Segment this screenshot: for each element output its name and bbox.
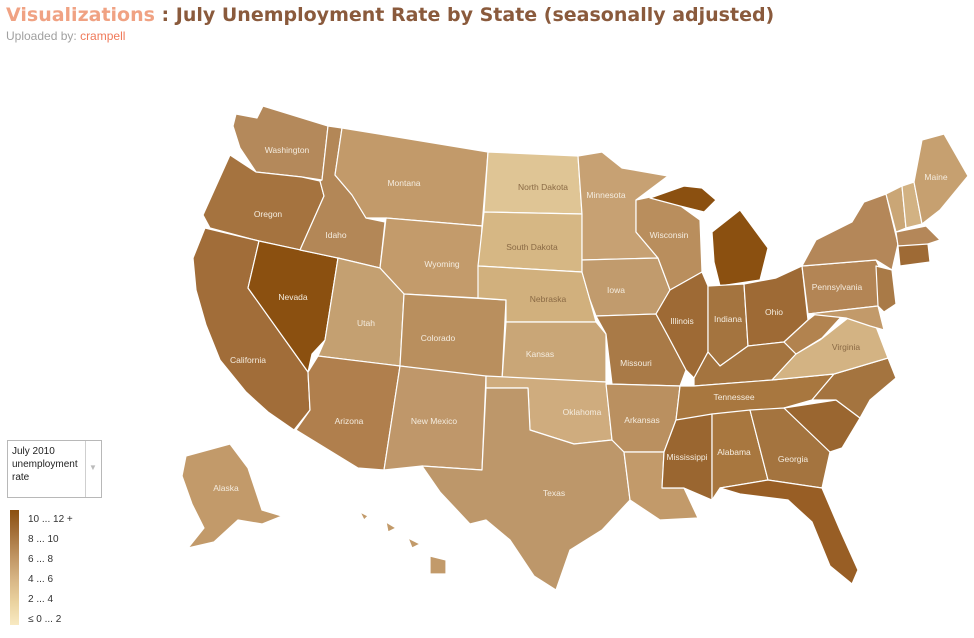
state-iowa[interactable] <box>581 257 671 317</box>
label-south-dakota: South Dakota <box>506 242 558 252</box>
label-illinois: Illinois <box>670 316 694 326</box>
visualizations-link[interactable]: Visualizations <box>6 4 155 26</box>
label-oregon: Oregon <box>254 209 283 219</box>
label-tennessee: Tennessee <box>713 392 754 402</box>
uploaded-by: Uploaded by: crampell <box>6 29 966 43</box>
label-alaska: Alaska <box>213 483 239 493</box>
label-utah: Utah <box>357 318 375 328</box>
state-kansas[interactable] <box>501 321 607 383</box>
label-iowa: Iowa <box>607 285 625 295</box>
label-new-mexico: New Mexico <box>411 416 458 426</box>
title-text: July Unemployment Rate by State (seasona… <box>175 4 775 26</box>
legend-label: 8 ... 10 <box>28 534 59 545</box>
legend-label: 6 ... 8 <box>28 554 54 565</box>
page-header: Visualizations : July Unemployment Rate … <box>6 4 966 43</box>
measure-dropdown[interactable]: July 2010 unemployment rate ▼ <box>7 440 102 498</box>
label-wisconsin: Wisconsin <box>650 230 689 240</box>
legend-label: 2 ... 4 <box>28 594 54 605</box>
state-michigan[interactable] <box>711 209 769 287</box>
state-washington[interactable] <box>232 105 329 181</box>
label-nebraska: Nebraska <box>530 294 567 304</box>
legend-label: 10 ... 12 + <box>28 514 73 525</box>
dropdown-value: July 2010 unemployment rate <box>12 446 78 483</box>
label-alabama: Alabama <box>717 447 751 457</box>
state-south-carolina[interactable] <box>783 399 861 453</box>
state-maine[interactable] <box>913 133 969 225</box>
label-missouri: Missouri <box>620 358 652 368</box>
uploader-link[interactable]: crampell <box>80 29 126 43</box>
state-maryland-delaware[interactable] <box>807 305 885 331</box>
label-texas: Texas <box>543 488 565 498</box>
label-oklahoma: Oklahoma <box>563 407 602 417</box>
state-arizona[interactable] <box>295 355 401 471</box>
label-ohio: Ohio <box>765 307 783 317</box>
label-georgia: Georgia <box>778 454 809 464</box>
label-mississippi: Mississippi <box>666 452 707 462</box>
chevron-down-icon: ▼ <box>89 463 97 472</box>
state-new-jersey[interactable] <box>875 265 897 313</box>
legend-color-ramp <box>10 510 19 625</box>
state-hawaii[interactable] <box>359 511 447 575</box>
label-arkansas: Arkansas <box>624 415 659 425</box>
state-georgia[interactable] <box>749 407 831 489</box>
label-california: California <box>230 355 266 365</box>
label-colorado: Colorado <box>421 333 456 343</box>
state-alaska[interactable] <box>181 443 283 549</box>
label-idaho: Idaho <box>325 230 347 240</box>
state-massachusetts[interactable] <box>895 225 941 247</box>
legend-label: 4 ... 6 <box>28 574 54 585</box>
label-virginia: Virginia <box>832 342 860 352</box>
label-wyoming: Wyoming <box>424 259 460 269</box>
title-separator: : <box>154 4 176 26</box>
label-pennsylvania: Pennsylvania <box>812 282 863 292</box>
legend-label: ≤ 0 ... 2 <box>28 614 62 625</box>
dropdown-toggle[interactable]: ▼ <box>85 441 101 497</box>
label-minnesota: Minnesota <box>586 190 625 200</box>
label-nevada: Nevada <box>278 292 308 302</box>
state-florida[interactable] <box>719 479 859 585</box>
state-michigan-upper[interactable] <box>649 185 717 213</box>
label-washington: Washington <box>265 145 310 155</box>
state-texas[interactable] <box>421 387 631 591</box>
uploaded-prefix: Uploaded by: <box>6 29 81 43</box>
label-kansas: Kansas <box>526 349 554 359</box>
label-north-dakota: North Dakota <box>518 182 568 192</box>
page-title: Visualizations : July Unemployment Rate … <box>6 4 966 26</box>
label-maine: Maine <box>924 172 947 182</box>
state-new-york[interactable] <box>801 193 899 271</box>
state-connecticut-ri[interactable] <box>897 243 931 267</box>
label-arizona: Arizona <box>335 416 364 426</box>
label-montana: Montana <box>387 178 420 188</box>
label-indiana: Indiana <box>714 314 742 324</box>
